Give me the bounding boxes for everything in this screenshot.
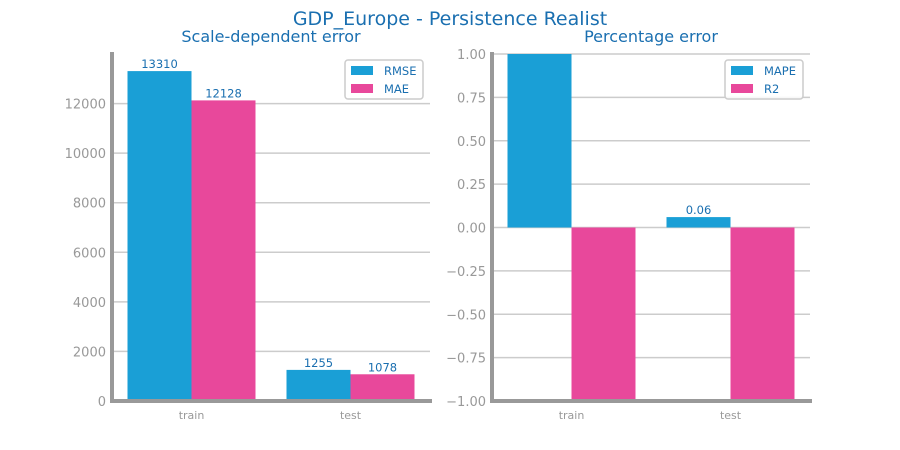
y-tick-label: 2000: [73, 345, 106, 360]
y-tick-label: 12000: [65, 98, 106, 113]
y-tick-label: −1.00: [446, 395, 486, 410]
scale-dependent-error-chart: Scale-dependent error 0 2000 4000 6000 8000 10…: [65, 27, 432, 422]
percentage-error-chart: Percentage error −1.00 −0.75 −0.50 −0.25 0.00…: [446, 27, 812, 422]
y-tick-label: −0.75: [446, 352, 486, 367]
x-tick-label: train: [559, 409, 585, 422]
legend-label: MAPE: [764, 64, 796, 78]
data-label: 12128: [205, 86, 242, 100]
y-tick-label: −0.25: [446, 265, 486, 280]
y-tick-label: 4000: [73, 296, 106, 311]
chart-title: Percentage error: [584, 27, 718, 46]
y-tick-label: 1.00: [457, 48, 486, 63]
legend-label: RMSE: [384, 64, 416, 78]
bar-mae-train: [191, 100, 256, 401]
bar-rmse-test: [286, 369, 351, 401]
legend-label: MAE: [384, 82, 409, 96]
legend-swatch: [731, 84, 753, 93]
data-label: 0.06: [686, 203, 712, 217]
data-label: 1255: [304, 356, 333, 370]
y-tick-label: 8000: [73, 197, 106, 212]
legend-swatch: [351, 66, 373, 75]
legend-swatch: [351, 84, 373, 93]
bar-mape-train: [507, 54, 572, 228]
x-tick-label: test: [720, 409, 742, 422]
bar-r2-train: [571, 227, 636, 401]
bar-mape-test: [666, 217, 731, 228]
y-tick-label: 0.50: [457, 135, 486, 150]
legend-label: R2: [764, 82, 779, 96]
y-tick-label: −0.50: [446, 308, 486, 323]
chart-title: Scale-dependent error: [181, 27, 361, 46]
figure-title: GDP_Europe - Persistence Realist: [293, 8, 607, 30]
y-tick-label: 0.25: [457, 178, 486, 193]
y-tick-label: 0: [98, 395, 106, 410]
y-tick-label: 10000: [65, 147, 106, 162]
x-tick-label: train: [179, 409, 205, 422]
data-label: 1078: [368, 360, 397, 374]
x-tick-label: test: [340, 409, 362, 422]
legend-swatch: [731, 66, 753, 75]
y-tick-label: 0.00: [457, 222, 486, 237]
bar-mae-test: [350, 374, 415, 401]
bar-r2-test: [730, 227, 795, 401]
bar-rmse-train: [127, 71, 192, 401]
data-label: 13310: [141, 57, 178, 71]
y-tick-label: 6000: [73, 246, 106, 261]
y-tick-label: 0.75: [457, 91, 486, 106]
